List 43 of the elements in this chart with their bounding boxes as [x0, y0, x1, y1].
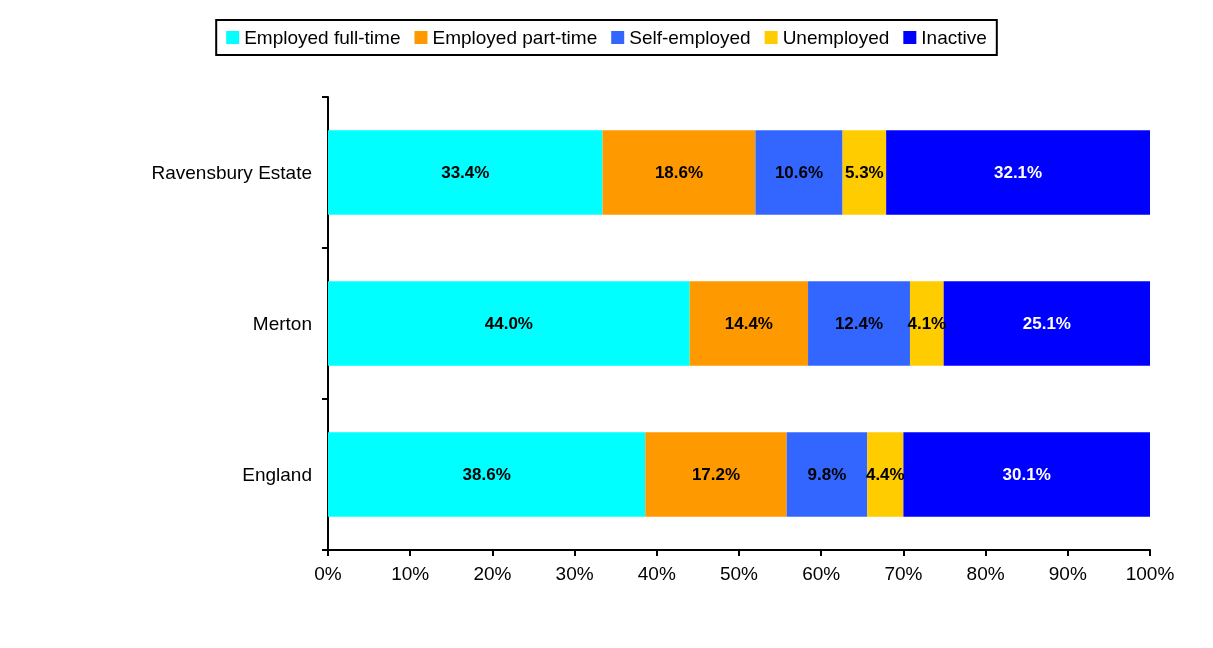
- bar: [886, 130, 1150, 215]
- data-label: 14.4%: [724, 314, 773, 333]
- data-label: 32.1%: [993, 163, 1043, 182]
- legend-label: Employed part-time: [432, 27, 598, 48]
- x-tick-label: 100%: [1125, 563, 1175, 584]
- bar: [755, 130, 843, 215]
- legend-label: Inactive: [921, 27, 987, 48]
- x-tick-label: 80%: [966, 563, 1005, 584]
- data-label: 38.6%: [462, 465, 511, 484]
- bar: [903, 432, 1150, 517]
- x-tick-label: 50%: [719, 563, 759, 584]
- bar: [328, 432, 646, 517]
- x-tick-label: 20%: [473, 563, 512, 584]
- data-label: 33.4%: [441, 163, 490, 182]
- bar: [328, 130, 603, 215]
- legend-label: Unemployed: [782, 27, 890, 48]
- data-label: 44.0%: [484, 314, 533, 333]
- x-tick-label: 70%: [884, 563, 923, 584]
- bar: [645, 432, 787, 517]
- legend-label: Self-employed: [629, 27, 751, 48]
- x-tick-label: 30%: [555, 563, 594, 584]
- y-tick-label: Merton: [252, 313, 312, 334]
- data-label: 17.2%: [691, 465, 741, 484]
- legend-label: Employed full-time: [244, 27, 401, 48]
- bar: [689, 281, 809, 366]
- data-label: 18.6%: [654, 163, 704, 182]
- bar: [602, 130, 756, 215]
- data-label: 10.6%: [774, 163, 824, 182]
- data-label: 12.4%: [834, 314, 884, 333]
- y-tick-label: England: [242, 464, 312, 485]
- data-label: 30.1%: [1002, 465, 1051, 484]
- bar: [328, 281, 690, 366]
- x-tick-label: 10%: [391, 563, 430, 584]
- x-tick-label: 40%: [637, 563, 676, 584]
- data-label: 9.8%: [807, 465, 847, 484]
- bar: [842, 130, 887, 215]
- x-tick-label: 90%: [1048, 563, 1087, 584]
- bar: [786, 432, 868, 517]
- data-label: 25.1%: [1022, 314, 1071, 333]
- y-tick-label: Ravensbury Estate: [151, 162, 312, 183]
- x-tick-label: 60%: [802, 563, 841, 584]
- x-tick-label: 0%: [314, 563, 342, 584]
- data-label: 5.3%: [844, 163, 884, 182]
